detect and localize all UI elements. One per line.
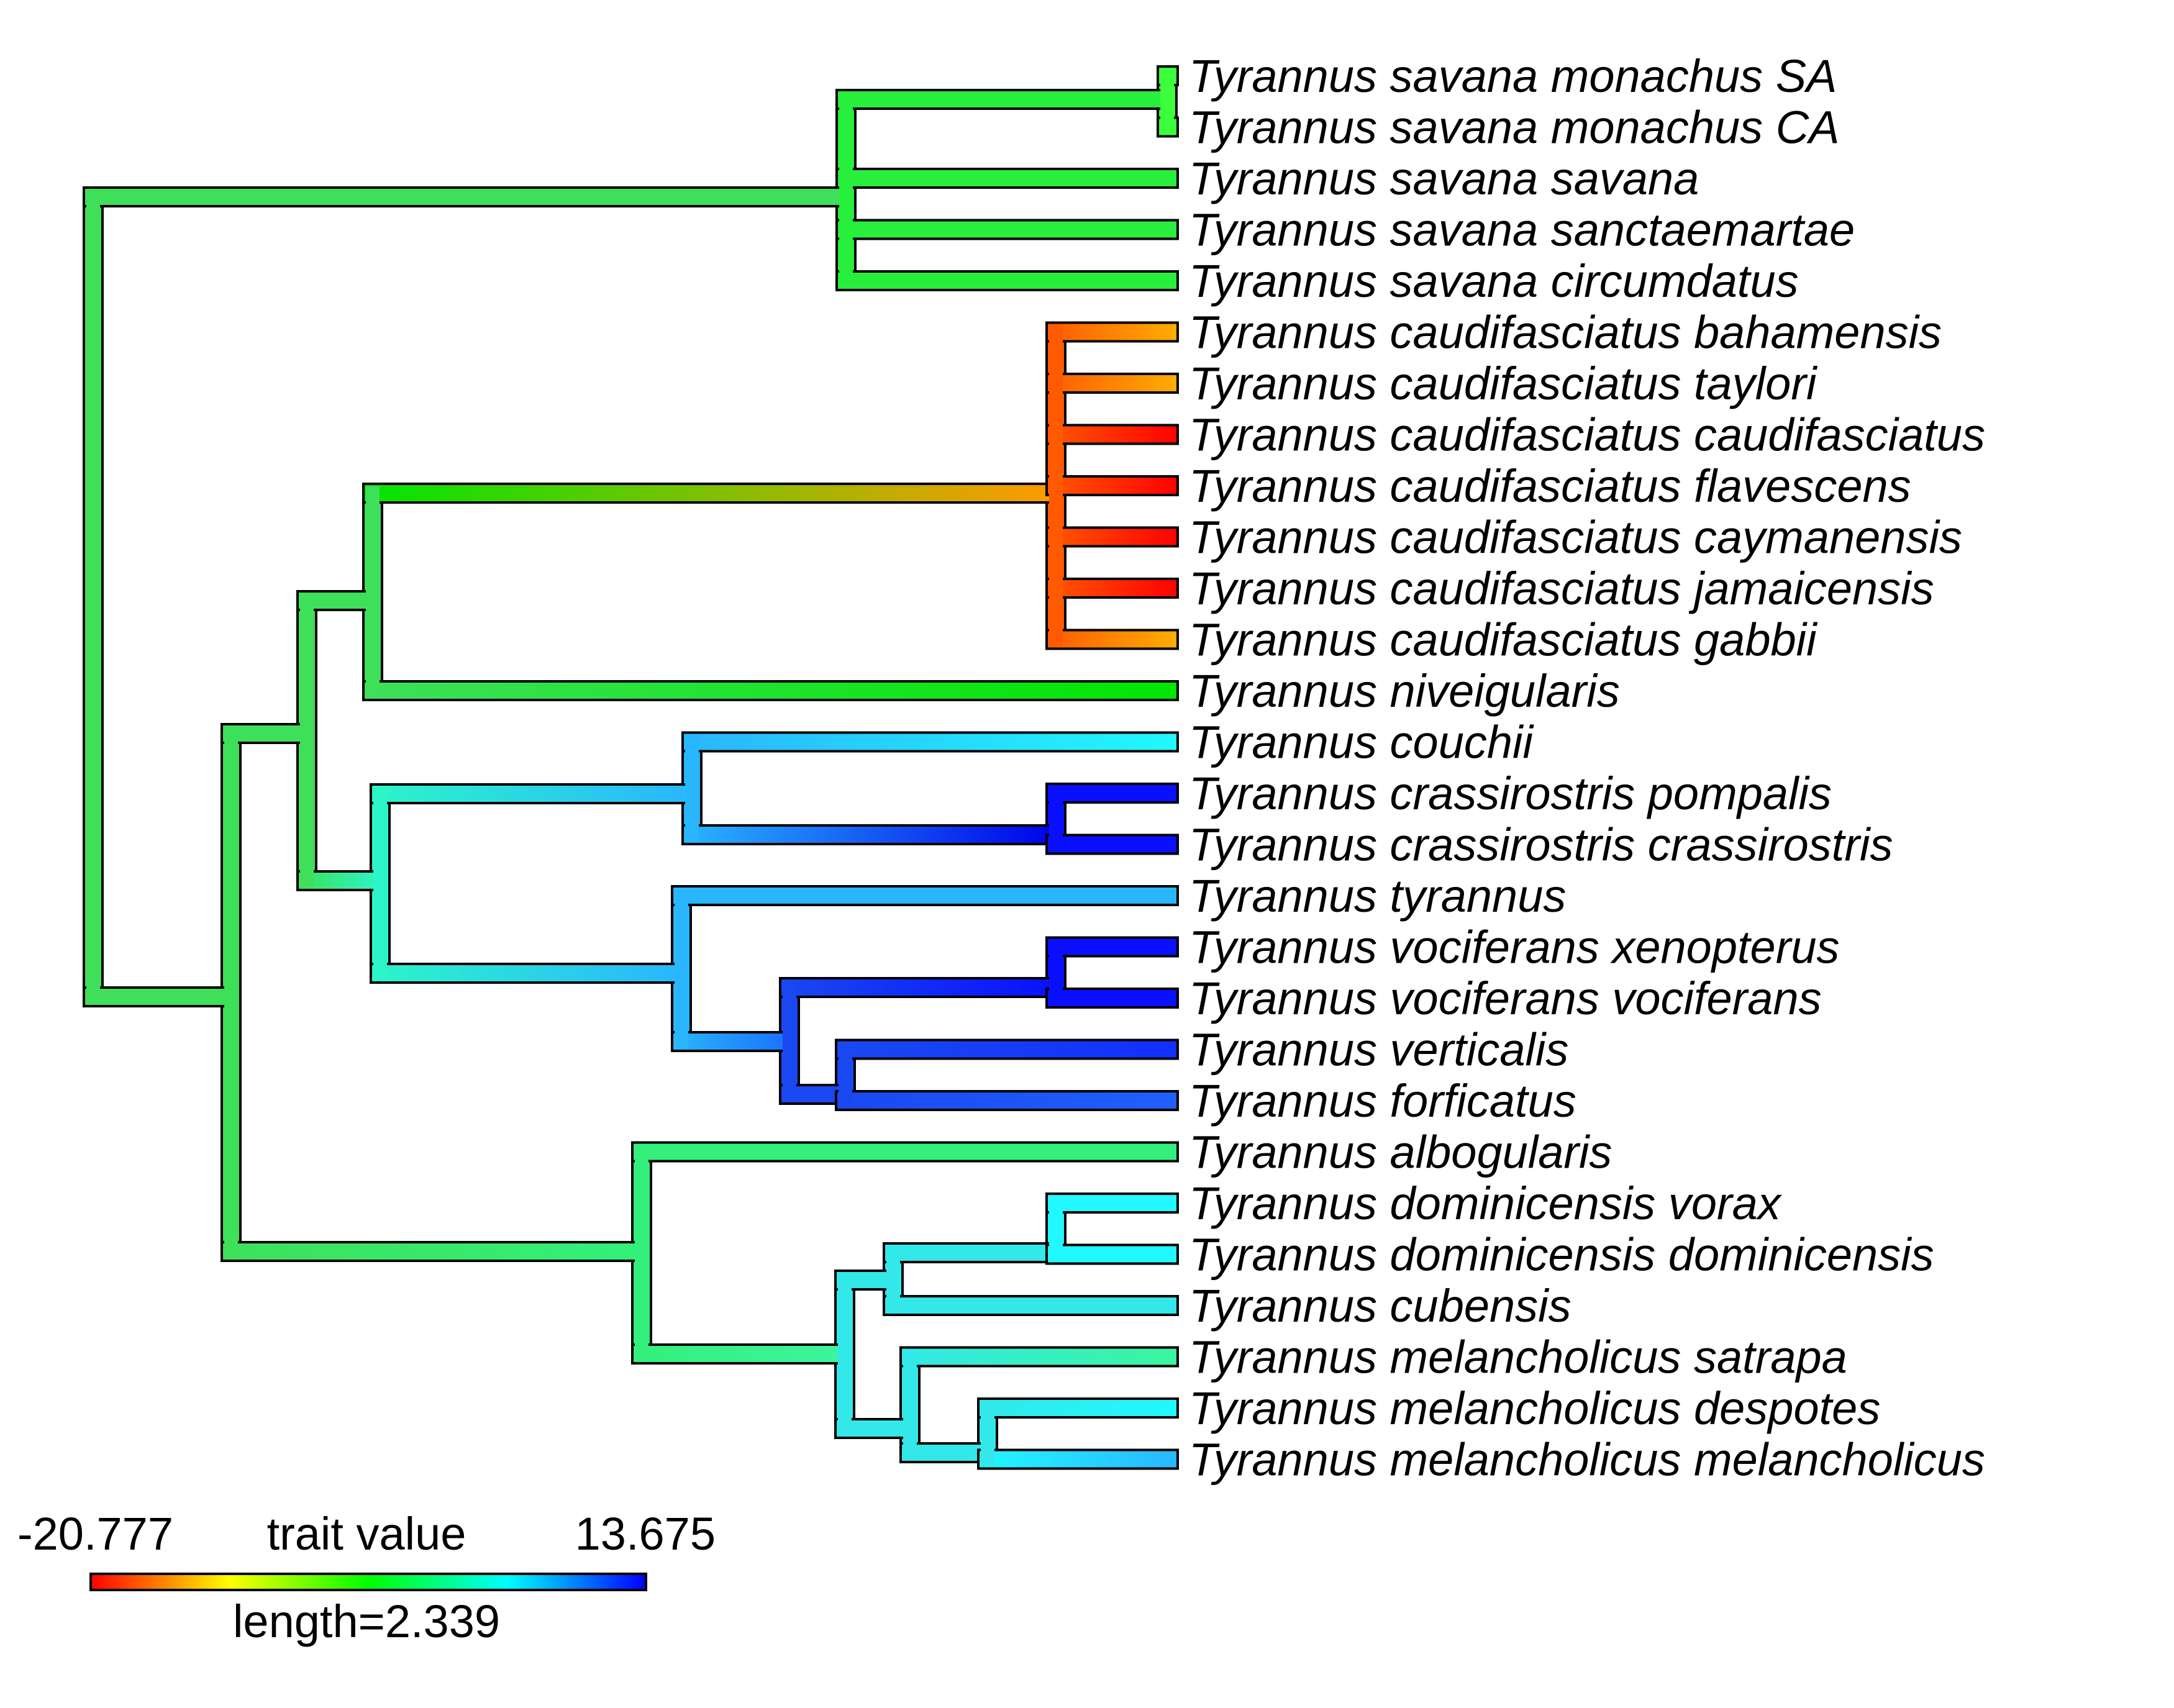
tip-label: Tyrannus forficatus <box>1189 1075 1576 1127</box>
branch-horizontal-segment <box>977 1448 1179 1470</box>
tip-label: Tyrannus crassirostris pompalis <box>1189 768 1832 819</box>
tip-label: Tyrannus tyrannus <box>1189 870 1566 922</box>
branch-connector-fill <box>783 981 796 1101</box>
branch-horizontal-segment <box>835 1038 1179 1060</box>
branch-horizontal-segment <box>362 680 1179 701</box>
branch-connector-fill <box>1160 69 1174 134</box>
branch-horizontal-segment <box>977 1397 1179 1419</box>
branch-horizontal-segment <box>631 1141 1179 1163</box>
branch-horizontal-segment <box>835 1090 1179 1111</box>
branch-horizontal-segment <box>1045 578 1179 599</box>
branch-horizontal-segment <box>362 483 1057 504</box>
branch-connector-fill <box>373 787 387 980</box>
branch-connector-fill <box>1049 1196 1063 1261</box>
legend-max-label: 13.675 <box>575 1508 716 1560</box>
branch-connector-fill <box>86 190 100 1004</box>
branch-connector-fill <box>675 889 688 1048</box>
tip-label: Tyrannus caudifasciatus caymanensis <box>1189 512 1962 563</box>
branch-horizontal-segment <box>1045 373 1179 394</box>
branch-connector-fill <box>685 735 699 842</box>
branch-connector-fill <box>300 594 314 888</box>
tip-label: Tyrannus melancholicus melancholicus <box>1189 1434 1985 1486</box>
tip-label: Tyrannus savana circumdatus <box>1189 255 1799 307</box>
branch-horizontal-segment <box>1045 936 1179 958</box>
legend-min-label: -20.777 <box>17 1508 173 1560</box>
legend-color-bar <box>89 1573 647 1591</box>
tip-label: Tyrannus verticalis <box>1189 1024 1568 1076</box>
branch-horizontal-segment <box>221 1241 643 1262</box>
branch-horizontal-segment <box>370 783 693 804</box>
branch-horizontal-segment <box>671 1031 791 1052</box>
tip-label: Tyrannus caudifasciatus taylori <box>1189 358 1818 409</box>
tip-label: Tyrannus caudifasciatus gabbii <box>1189 614 1818 666</box>
tip-label: Tyrannus caudifasciatus jamaicensis <box>1189 563 1934 614</box>
tip-label: Tyrannus couchii <box>1189 717 1534 768</box>
branch-horizontal-segment <box>83 186 847 207</box>
branch-connector-fill <box>224 727 238 1258</box>
branch-horizontal-segment <box>883 1295 1179 1316</box>
branch-horizontal-segment <box>899 1346 1179 1368</box>
branch-horizontal-segment <box>835 168 1179 189</box>
tip-label: Tyrannus dominicensis vorax <box>1189 1178 1783 1229</box>
tip-label: Tyrannus vociferans xenopterus <box>1189 922 1840 973</box>
tree-branches <box>83 65 1179 1470</box>
tip-label: Tyrannus albogularis <box>1189 1127 1612 1178</box>
branch-horizontal-segment <box>1045 1243 1179 1265</box>
branch-horizontal-segment <box>779 977 1057 998</box>
branch-horizontal-segment <box>835 270 1179 291</box>
branch-horizontal-segment <box>681 731 1179 753</box>
branch-connector-fill <box>635 1145 648 1361</box>
legend-title: trait value <box>267 1508 466 1560</box>
branch-horizontal-segment <box>1045 834 1179 855</box>
branch-horizontal-segment <box>1045 475 1179 496</box>
legend-length-label: length=2.339 <box>233 1596 500 1647</box>
branch-horizontal-segment <box>1045 321 1179 343</box>
color-legend: -20.777 trait value 13.675 length=2.339 <box>17 1508 716 1647</box>
tip-label: Tyrannus melancholicus despotes <box>1189 1383 1880 1434</box>
tip-label: Tyrannus caudifasciatus flavescens <box>1189 460 1911 512</box>
branch-horizontal-segment <box>681 824 1057 845</box>
branch-connector-fill <box>839 1042 852 1107</box>
branch-connector-fill <box>366 486 380 697</box>
branch-connector-fill <box>981 1401 994 1466</box>
tip-label: Tyrannus cubensis <box>1189 1280 1571 1332</box>
tip-label: Tyrannus niveigularis <box>1189 665 1620 717</box>
tip-label: Tyrannus caudifasciatus caudifasciatus <box>1189 409 1985 461</box>
tip-label: Tyrannus savana monachus SA <box>1189 50 1837 102</box>
tip-label: Tyrannus melancholicus satrapa <box>1189 1332 1847 1383</box>
branch-horizontal-segment <box>835 89 1168 110</box>
tip-label: Tyrannus savana savana <box>1189 153 1699 204</box>
branch-horizontal-segment <box>1045 424 1179 445</box>
branch-horizontal-segment <box>1045 1192 1179 1214</box>
branch-horizontal-segment <box>1045 783 1179 804</box>
branch-horizontal-segment <box>631 1343 846 1365</box>
branch-connector-fill <box>1049 325 1063 647</box>
branch-connector-fill <box>886 1246 900 1312</box>
branch-connector-fill <box>1049 786 1063 852</box>
tip-label: Tyrannus dominicensis dominicensis <box>1189 1229 1934 1281</box>
branch-horizontal-segment <box>835 219 1179 240</box>
branch-connector-fill <box>903 1350 917 1460</box>
branch-horizontal-segment <box>83 986 232 1007</box>
branch-horizontal-segment <box>1045 526 1179 548</box>
branch-connector-fill <box>839 93 853 286</box>
branch-connector-fill <box>838 1273 852 1435</box>
tip-label: Tyrannus caudifasciatus bahamensis <box>1189 307 1942 358</box>
branch-horizontal-segment <box>671 885 1179 906</box>
branch-horizontal-segment <box>1045 988 1179 1009</box>
tip-label: Tyrannus vociferans vociferans <box>1189 973 1822 1024</box>
branch-connector-fill <box>1049 940 1063 1005</box>
branch-horizontal-segment <box>883 1242 1057 1263</box>
branch-horizontal-segment <box>370 963 683 984</box>
tip-label: Tyrannus crassirostris crassirostris <box>1189 819 1893 871</box>
tip-label: Tyrannus savana monachus CA <box>1189 102 1840 153</box>
branch-horizontal-segment <box>1045 629 1179 650</box>
tip-label: Tyrannus savana sanctaemartae <box>1189 204 1855 256</box>
